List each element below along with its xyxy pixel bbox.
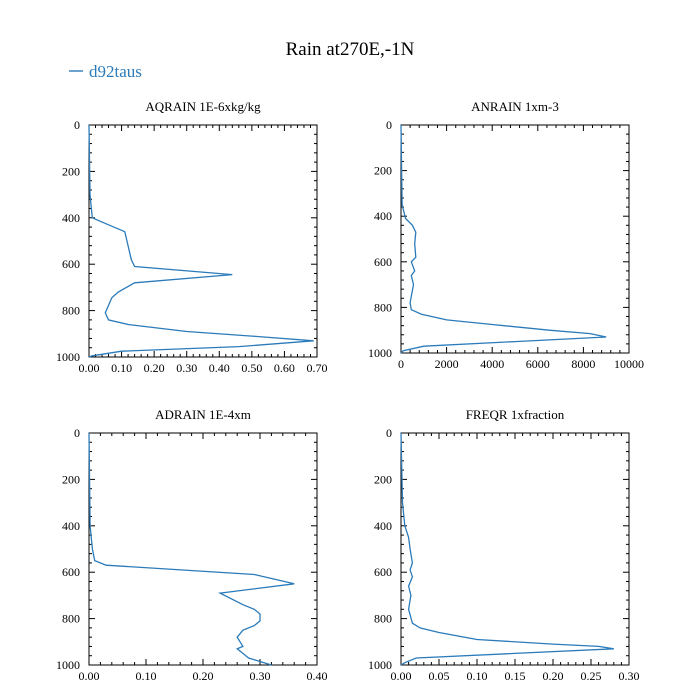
series-line-d92taus [400,432,614,666]
y-tick-label: 1000 [56,350,80,364]
x-tick-label: 0.10 [136,669,157,683]
x-tick-label: 0.70 [307,361,328,375]
panel-title: AQRAIN 1E-6xkg/kg [145,99,261,114]
x-tick-label: 6000 [526,357,550,371]
series-line-d92taus [400,124,607,354]
x-tick-label: 2000 [435,357,459,371]
x-tick-label: 0.50 [241,361,262,375]
y-tick-label: 600 [62,565,80,579]
y-tick-label: 800 [374,300,392,314]
x-tick-label: 8000 [571,357,595,371]
y-tick-label: 800 [374,612,392,626]
y-tick-label: 400 [374,209,392,223]
panel-4: FREQR 1xfraction 0.00 0.05 0.10 0.15 0.20 0.25… [368,407,640,683]
y-tick-label: 200 [62,472,80,486]
x-tick-label: 0.00 [79,361,100,375]
y-tick-label: 400 [374,519,392,533]
x-tick-label: 4000 [480,357,504,371]
x-tick-label: 0.30 [619,669,640,683]
panels: AQRAIN 1E-6xkg/kg 0.00 0.10 0.20 0.30 0.40 0.5… [56,99,644,683]
y-tick-label: 600 [374,255,392,269]
y-tick-label: 400 [62,519,80,533]
x-tick-label: 0.00 [391,669,412,683]
y-tick-label: 200 [374,472,392,486]
legend: d92taus [69,62,142,81]
y-tick-label: 200 [374,164,392,178]
y-tick-label: 0 [386,118,392,132]
plot-frame [400,432,630,666]
y-tick-label: 0 [74,118,80,132]
x-tick-label: 0.20 [543,669,564,683]
y-tick-label: 1000 [368,658,392,672]
x-tick-label: 0.40 [307,669,328,683]
y-tick-label: 0 [74,426,80,440]
panel-3: ADRAIN 1E-4xm 0.00 0.10 0.20 0.30 0.40 0 200 400… [56,407,328,683]
x-tick-label: 0.15 [505,669,526,683]
series-line-d92taus [88,432,295,666]
y-tick-label: 800 [62,304,80,318]
x-tick-label: 0 [398,357,404,371]
x-tick-label: 0.10 [111,361,132,375]
y-tick-label: 0 [386,426,392,440]
plot-frame [88,432,318,666]
y-tick-label: 200 [62,164,80,178]
y-tick-label: 600 [374,565,392,579]
x-tick-label: 0.05 [429,669,450,683]
x-tick-label: 0.20 [193,669,214,683]
y-tick-label: 600 [62,257,80,271]
y-tick-label: 400 [62,211,80,225]
x-tick-label: 0.20 [144,361,165,375]
plot-frame [400,124,630,354]
figure-title: Rain at270E,-1N [286,39,415,60]
y-tick-label: 1000 [56,658,80,672]
series-line-d92taus [88,124,314,358]
legend-label: d92taus [89,62,142,81]
x-tick-label: 0.40 [209,361,230,375]
panel-title: FREQR 1xfraction [466,407,565,422]
panel-1: AQRAIN 1E-6xkg/kg 0.00 0.10 0.20 0.30 0.40 0.5… [56,99,328,375]
x-tick-label: 10000 [614,357,644,371]
panel-2: ANRAIN 1xm-3 0 2000 4000 6000 8000 10000 0 200 40… [368,99,644,371]
panel-title: ANRAIN 1xm-3 [471,99,559,114]
plot-frame [88,124,318,358]
x-tick-label: 0.60 [274,361,295,375]
panel-title: ADRAIN 1E-4xm [155,407,251,422]
x-tick-label: 0.30 [250,669,271,683]
y-tick-label: 1000 [368,346,392,360]
y-tick-label: 800 [62,612,80,626]
x-tick-label: 0.00 [79,669,100,683]
x-tick-label: 0.25 [581,669,602,683]
x-tick-label: 0.30 [176,361,197,375]
x-tick-label: 0.10 [467,669,488,683]
